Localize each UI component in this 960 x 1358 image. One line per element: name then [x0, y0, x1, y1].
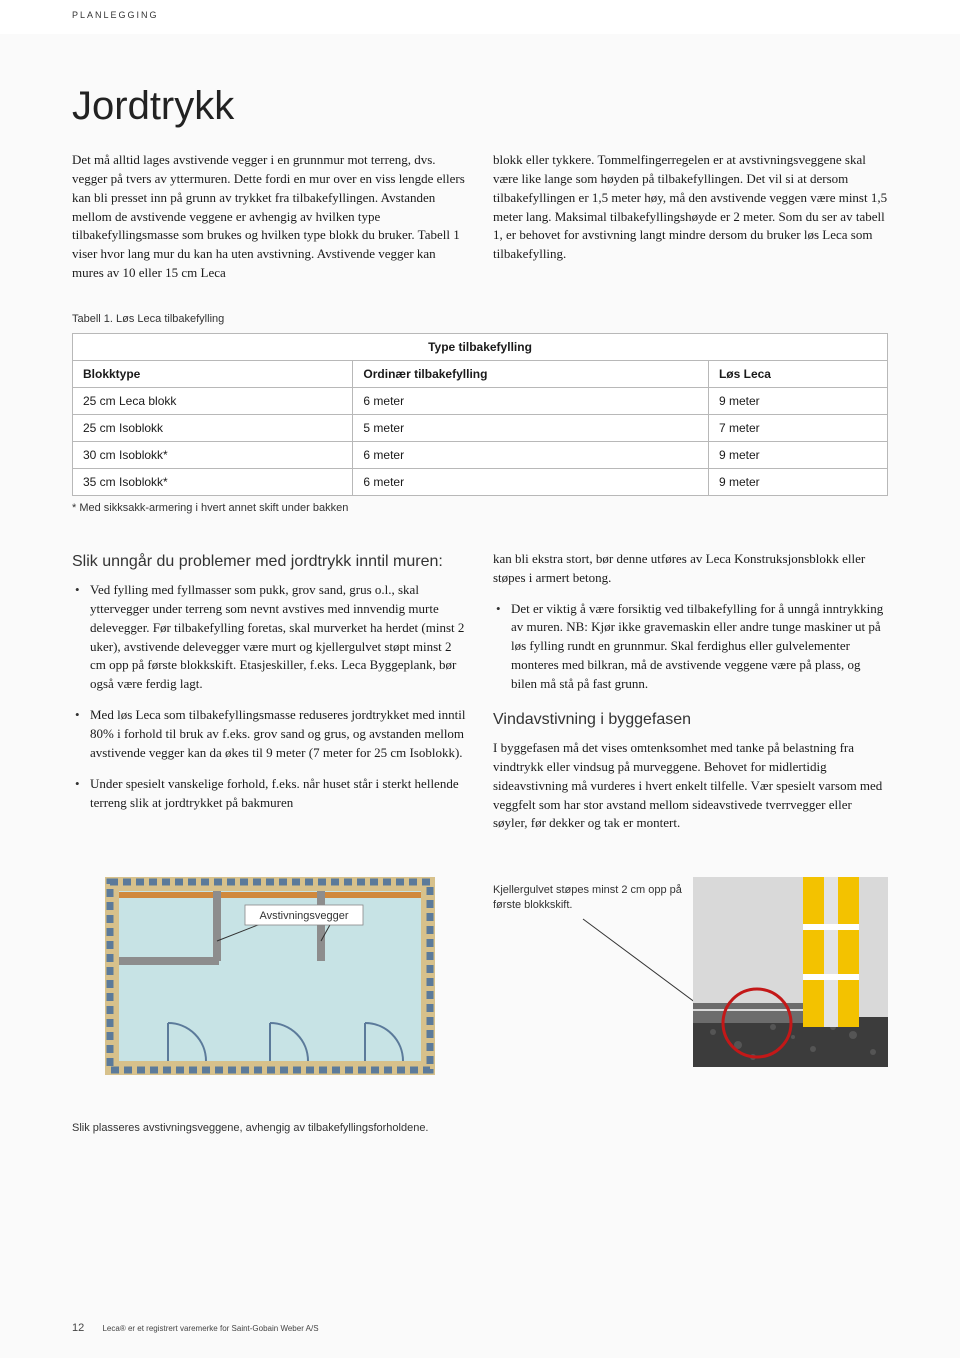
body-columns: Slik unngår du problemer med jordtrykk i…	[72, 550, 888, 833]
footer-text: Leca® er et registrert varemerke for Sai…	[102, 1324, 318, 1333]
intro-columns: Det må alltid lages avstivende vegger i …	[72, 151, 888, 283]
backfill-table: Type tilbakefylling Blokktype Ordinær ti…	[72, 333, 888, 496]
body-left: Slik unngår du problemer med jordtrykk i…	[72, 550, 467, 833]
table-title: Type tilbakefylling	[73, 333, 888, 360]
figure-1-caption: Slik plasseres avstivningsveggene, avhen…	[72, 1122, 467, 1134]
svg-text:Avstivningsvegger: Avstivningsvegger	[259, 910, 348, 922]
list-item: Ved fylling med fyllmasser som pukk, gro…	[72, 581, 467, 694]
table-header: Løs Leca	[708, 360, 887, 387]
table-row: 25 cm Leca blokk 6 meter 9 meter	[73, 387, 888, 414]
wall-section-figure	[693, 877, 888, 1067]
figure-2-cell: Kjellergulvet støpes minst 2 cm opp på f…	[493, 877, 888, 1087]
table-header: Blokktype	[73, 360, 353, 387]
wind-heading: Vindavstivning i byggefasen	[493, 708, 888, 731]
section-header: PLANLEGGING	[0, 0, 960, 34]
table-row: 25 cm Isoblokk 5 meter 7 meter	[73, 414, 888, 441]
figure-row: Avstivningsvegger Slik plasseres avstivn…	[72, 877, 888, 1134]
table-row: 30 cm Isoblokk* 6 meter 9 meter	[73, 441, 888, 468]
wind-para: I byggefasen må det vises omtenksomhet m…	[493, 739, 888, 833]
figure-1-cell: Avstivningsvegger Slik plasseres avstivn…	[72, 877, 467, 1134]
table-caption: Tabell 1. Løs Leca tilbakefylling	[72, 313, 888, 325]
table-header: Ordinær tilbakefylling	[353, 360, 709, 387]
intro-left: Det må alltid lages avstivende vegger i …	[72, 151, 467, 283]
page-footer: 12 Leca® er et registrert varemerke for …	[72, 1322, 319, 1334]
page-number: 12	[72, 1322, 84, 1334]
floorplan-figure: Avstivningsvegger	[105, 877, 435, 1075]
body-right: kan bli ekstra stort, bør denne utføres …	[493, 550, 888, 833]
table-row: 35 cm Isoblokk* 6 meter 9 meter	[73, 468, 888, 495]
intro-right: blokk eller tykkere. Tommelfingerregelen…	[493, 151, 888, 283]
page-title: Jordtrykk	[72, 84, 888, 129]
figure-2-caption: Kjellergulvet støpes minst 2 cm opp på f…	[493, 883, 693, 913]
table-footnote: * Med sikksakk-armering i hvert annet sk…	[72, 502, 888, 514]
list-item: Det er viktig å være forsiktig ved tilba…	[493, 600, 888, 694]
list-item: Under spesielt vanskelige forhold, f.eks…	[72, 775, 467, 813]
continuation-para: kan bli ekstra stort, bør denne utføres …	[493, 550, 888, 588]
avoid-problems-heading: Slik unngår du problemer med jordtrykk i…	[72, 550, 467, 573]
list-item: Med løs Leca som tilbakefyllingsmasse re…	[72, 706, 467, 763]
page-content: Jordtrykk Det må alltid lages avstivende…	[0, 34, 960, 1134]
